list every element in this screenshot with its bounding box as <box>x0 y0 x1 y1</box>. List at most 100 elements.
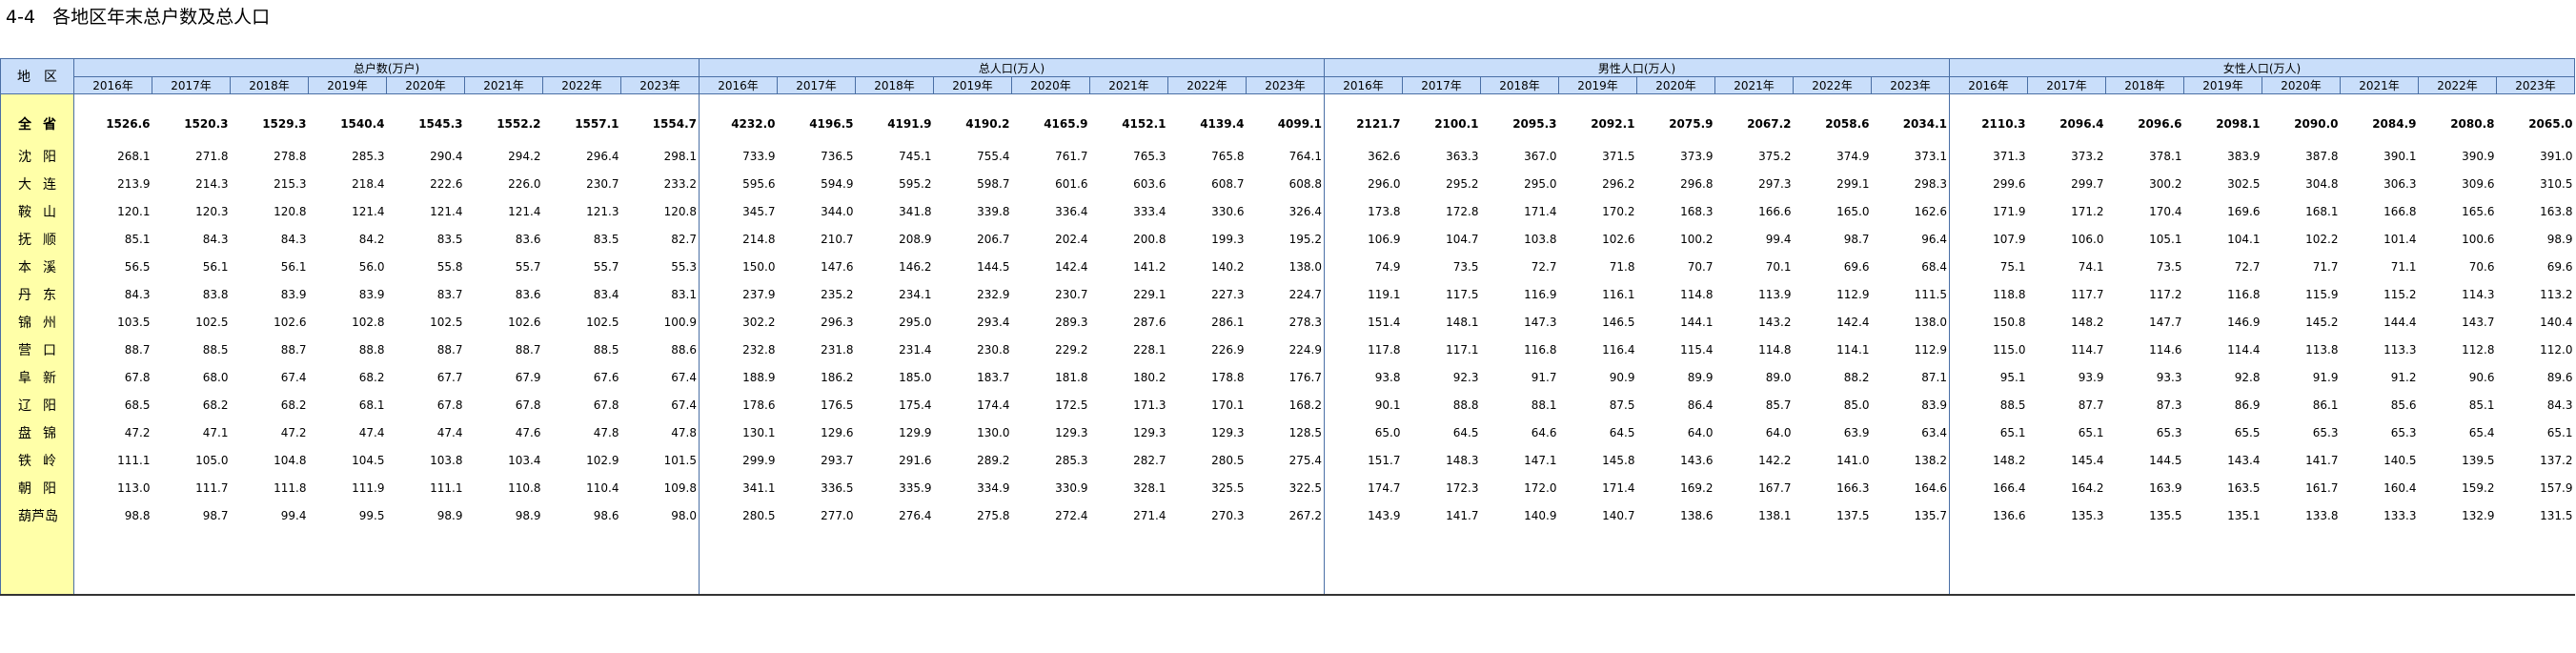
value-cell: 168.1 <box>2305 204 2339 218</box>
value-cell: 299.9 <box>699 446 778 474</box>
value-cell: 2121.7 <box>1324 106 1403 142</box>
value-cell: 140.4 <box>2540 315 2573 329</box>
value-cell: 93.8 <box>1324 363 1403 391</box>
value-cell: 142.4 <box>1055 259 1088 274</box>
filler-cell <box>2496 529 2575 596</box>
value-cell: 304.8 <box>2305 176 2339 191</box>
value-cell: 210.7 <box>821 232 854 246</box>
value-cell: 144.4 <box>2383 315 2417 329</box>
value-cell: 71.7 <box>2312 259 2339 274</box>
value-cell: 68.5 <box>124 398 151 412</box>
year-header: 2020年 <box>386 76 465 94</box>
value-cell: 2075.9 <box>1669 117 1714 131</box>
value-cell: 150.8 <box>1949 308 2028 336</box>
region-label: 大连 <box>18 176 56 193</box>
value-cell: 104.8 <box>274 453 307 467</box>
filler-cell <box>2262 529 2341 596</box>
filler-cell <box>230 529 309 596</box>
value-cell: 101.4 <box>2383 232 2417 246</box>
filler-cell <box>308 529 387 596</box>
value-cell: 105.0 <box>195 453 229 467</box>
value-cell: 69.6 <box>1843 259 1870 274</box>
value-cell: 373.9 <box>1680 149 1714 163</box>
value-cell: 68.2 <box>358 370 385 384</box>
value-cell: 289.2 <box>977 453 1010 467</box>
value-cell: 116.8 <box>1524 342 1557 357</box>
year-header: 2017年 <box>2027 76 2106 94</box>
value-cell: 83.4 <box>593 287 619 301</box>
region-name: 大连 <box>0 170 74 197</box>
value-cell: 47.2 <box>280 425 307 439</box>
year-header: 2017年 <box>777 76 856 94</box>
value-cell: 102.9 <box>586 453 619 467</box>
value-cell: 116.9 <box>1524 287 1557 301</box>
spacer-cell <box>1012 94 1090 107</box>
value-cell: 115.4 <box>1680 342 1714 357</box>
spacer-cell <box>934 94 1012 107</box>
value-cell: 83.9 <box>358 287 385 301</box>
value-cell: 4196.5 <box>809 117 854 131</box>
value-cell: 113.8 <box>2305 342 2339 357</box>
value-cell: 166.4 <box>1949 474 2028 501</box>
filler-cell <box>152 529 231 596</box>
value-cell: 96.4 <box>1921 232 1947 246</box>
value-cell: 111.5 <box>1914 287 1947 301</box>
value-cell: 367.0 <box>1524 149 1557 163</box>
value-cell: 83.6 <box>515 287 541 301</box>
value-cell: 226.9 <box>1211 342 1245 357</box>
value-cell: 608.7 <box>1211 176 1245 191</box>
value-cell: 2067.2 <box>1747 117 1792 131</box>
value-cell: 67.8 <box>515 398 541 412</box>
value-cell: 174.7 <box>1324 474 1403 501</box>
filler-cell <box>2027 529 2106 596</box>
value-cell: 2090.0 <box>2294 117 2339 131</box>
value-cell: 113.0 <box>117 480 151 495</box>
value-cell: 143.7 <box>2462 315 2495 329</box>
value-cell: 89.6 <box>2546 370 2573 384</box>
value-cell: 146.2 <box>899 259 932 274</box>
value-cell: 141.0 <box>1836 453 1870 467</box>
value-cell: 309.6 <box>2462 176 2495 191</box>
value-cell: 299.7 <box>2071 176 2104 191</box>
value-cell: 129.3 <box>1211 425 1245 439</box>
value-cell: 88.1 <box>1531 398 1557 412</box>
value-cell: 138.2 <box>1914 453 1947 467</box>
value-cell: 142.4 <box>1836 315 1870 329</box>
value-cell: 64.6 <box>1531 425 1557 439</box>
value-cell: 91.2 <box>2390 370 2417 384</box>
value-cell: 172.5 <box>1055 398 1088 412</box>
value-cell: 92.3 <box>1452 370 1479 384</box>
value-cell: 151.4 <box>1324 308 1403 336</box>
value-cell: 56.1 <box>280 259 307 274</box>
value-cell: 92.8 <box>2234 370 2261 384</box>
value-cell: 143.2 <box>1758 315 1792 329</box>
value-cell: 172.3 <box>1446 480 1479 495</box>
value-cell: 118.8 <box>1949 280 2028 308</box>
group-header: 女性人口(万人) <box>1949 58 2575 77</box>
value-cell: 101.5 <box>663 453 697 467</box>
value-cell: 133.8 <box>2305 508 2339 522</box>
value-cell: 89.9 <box>1687 370 1714 384</box>
value-cell: 88.7 <box>280 342 307 357</box>
value-cell: 147.6 <box>821 259 854 274</box>
filler-cell <box>2418 529 2497 596</box>
value-cell: 120.8 <box>663 204 697 218</box>
value-cell: 374.9 <box>1836 149 1870 163</box>
value-cell: 141.2 <box>1133 259 1166 274</box>
value-cell: 110.4 <box>586 480 619 495</box>
value-cell: 47.6 <box>515 425 541 439</box>
filler-cell <box>777 529 856 596</box>
value-cell: 755.4 <box>977 149 1010 163</box>
spacer-cell <box>465 94 543 107</box>
year-header: 2018年 <box>230 76 309 94</box>
value-cell: 116.8 <box>2227 287 2261 301</box>
value-cell: 116.1 <box>1602 287 1635 301</box>
value-cell: 224.7 <box>1288 287 1322 301</box>
value-cell: 2092.1 <box>1591 117 1635 131</box>
value-cell: 143.6 <box>1680 453 1714 467</box>
value-cell: 291.6 <box>899 453 932 467</box>
value-cell: 98.9 <box>515 508 541 522</box>
value-cell: 162.6 <box>1914 204 1947 218</box>
filler-cell <box>1324 529 1403 596</box>
value-cell: 130.0 <box>977 425 1010 439</box>
